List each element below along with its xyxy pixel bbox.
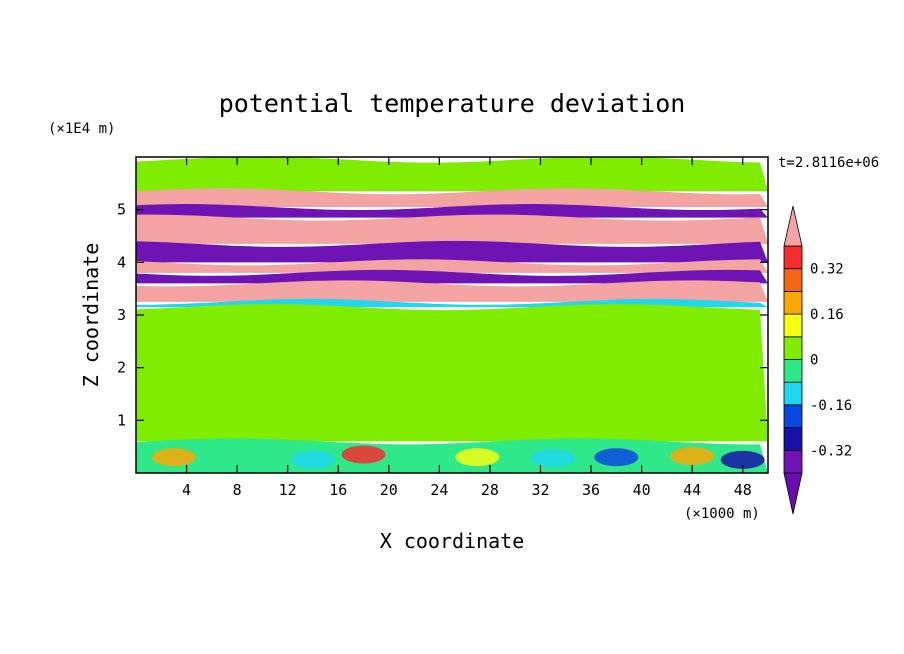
y-tick-label: 2 [117,359,126,377]
colorbar-top-triangle [783,205,803,247]
colorbar-tick-label: -0.16 [810,398,852,414]
colorbar-segment [783,359,803,383]
contour-band [136,304,768,442]
contour-band [136,204,768,218]
x-tick-label: 36 [582,481,600,499]
contour-blob [720,450,765,469]
colorbar-segment [783,245,803,270]
y-tick-label: 3 [117,306,126,324]
y-axis: 1 2 3 4 5 [117,201,768,429]
colorbar-bottom-triangle [783,472,803,515]
contour-band [136,188,768,208]
x-tick-label: 12 [279,481,297,499]
x-tick-label: 24 [430,481,448,499]
colorbar-segment [783,268,803,292]
colorbar-segment [783,313,803,338]
colorbar-segment [783,427,803,451]
contour-blob [290,450,335,469]
x-tick-label: 40 [633,481,651,499]
colorbar-segment [783,381,803,406]
colorbar: 0.32 0.16 0 -0.16 -0.32 [783,205,852,515]
x-tick-label: 8 [233,481,242,499]
contour-band [136,214,768,244]
colorbar-segment [783,404,803,428]
time-label: t=2.8116e+06 [778,155,879,171]
colorbar-segment [783,449,803,474]
contour-blob [531,449,576,468]
x-axis: 4 8 12 16 20 24 28 32 36 40 44 48 [182,157,752,499]
contour-blob [670,447,715,466]
x-tick-label: 16 [329,481,347,499]
contour-band [136,157,768,192]
contour-band [136,259,768,273]
x-tick-label: 44 [683,481,701,499]
colorbar-tick-label: 0.16 [810,307,844,323]
colorbar-tick-label: -0.32 [810,443,852,459]
colorbar-tick-label: 0.32 [810,262,844,278]
y-axis-label: Z coordinate [79,243,103,388]
contour-band [136,280,768,302]
colorbar-segment [783,290,803,315]
colorbar-tick-label: 0 [810,353,818,369]
y-tick-label: 1 [117,411,126,429]
contour-blob [594,448,639,467]
x-unit-label: (×1000 m) [684,506,760,522]
y-tick-label: 5 [117,201,126,219]
contour-blob [341,445,386,464]
x-axis-label: X coordinate [380,529,525,553]
contour-blob [151,448,196,467]
contour-band [136,269,768,284]
x-tick-label: 48 [734,481,752,499]
x-tick-label: 20 [380,481,398,499]
colorbar-segment [783,336,803,360]
chart-title: potential temperature deviation [219,89,686,118]
contour-blob [455,448,500,467]
y-tick-label: 4 [117,253,126,271]
x-tick-label: 4 [182,481,191,499]
x-tick-label: 32 [531,481,549,499]
x-tick-label: 28 [481,481,499,499]
contour-band [136,240,768,263]
y-unit-label: (×1E4 m) [48,121,115,137]
contour-field [136,157,768,473]
